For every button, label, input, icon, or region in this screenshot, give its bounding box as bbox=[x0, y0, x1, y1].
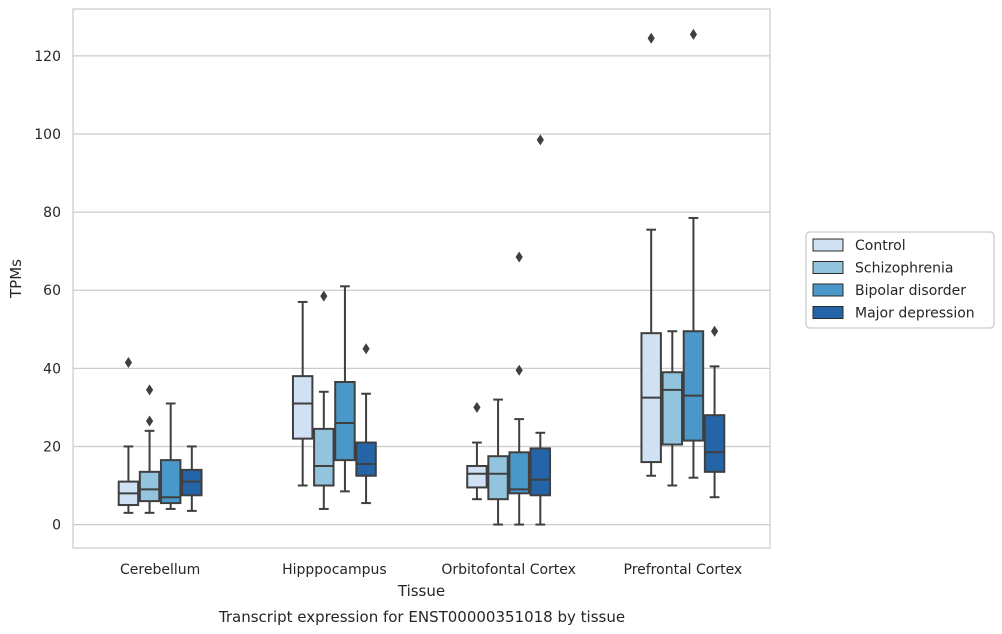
chart-caption: Transcript expression for ENST0000035101… bbox=[218, 608, 625, 626]
box-iqr bbox=[466, 464, 488, 489]
legend-entry-label: Schizophrenia bbox=[855, 261, 953, 277]
y-tick-label: 20 bbox=[43, 439, 61, 455]
legend-swatch bbox=[812, 283, 844, 297]
outlier-point bbox=[124, 356, 133, 368]
outlier-point bbox=[145, 384, 154, 396]
box-iqr bbox=[334, 381, 356, 462]
y-tick-label: 40 bbox=[43, 361, 61, 377]
y-tick-label: 80 bbox=[43, 205, 61, 221]
box-major-depression bbox=[181, 445, 203, 512]
outlier-point bbox=[320, 290, 328, 302]
box-iqr bbox=[508, 451, 530, 495]
y-tick-labels: 0 20 40 60 80 100 120 bbox=[34, 49, 61, 534]
box-bipolar-disorder bbox=[508, 251, 530, 526]
box-iqr bbox=[682, 330, 705, 442]
box-iqr bbox=[661, 371, 684, 446]
box-schizophrenia bbox=[313, 290, 335, 510]
legend-swatch bbox=[812, 306, 844, 319]
box-bipolar-disorder bbox=[682, 28, 705, 479]
box-iqr bbox=[529, 447, 552, 497]
box-major-depression bbox=[529, 134, 552, 526]
box-iqr bbox=[291, 375, 314, 440]
x-axis-label: Tissue bbox=[397, 582, 445, 600]
boxes-layer bbox=[117, 28, 726, 526]
legend-swatch bbox=[812, 238, 844, 252]
gridlines bbox=[73, 55, 770, 526]
box-control bbox=[117, 356, 140, 514]
x-tick-label: Hipppocampus bbox=[282, 562, 387, 578]
box-major-depression bbox=[355, 343, 377, 505]
legend: Control Schizophrenia Bipolar disorder Majo… bbox=[805, 231, 995, 329]
legend-entry-label: Control bbox=[855, 238, 906, 254]
outlier-point bbox=[515, 364, 523, 376]
y-tick-label: 120 bbox=[34, 49, 61, 65]
x-tick-label: Orbitofontal Cortex bbox=[441, 562, 576, 578]
outlier-point bbox=[362, 343, 370, 355]
outlier-point bbox=[473, 401, 481, 413]
box-major-depression bbox=[703, 325, 726, 499]
box-control bbox=[640, 32, 662, 477]
box-iqr bbox=[487, 455, 509, 501]
x-tick-label: Prefrontal Cortex bbox=[624, 562, 743, 578]
box-iqr bbox=[703, 414, 726, 473]
x-tick-label: Cerebellum bbox=[120, 562, 200, 578]
outlier-point bbox=[689, 28, 698, 40]
x-tick-labels: Cerebellum Hipppocampus Orbitofontal Corte… bbox=[120, 562, 742, 578]
legend-frame bbox=[805, 231, 995, 329]
box-control bbox=[291, 300, 314, 487]
legend-entry-label: Major depression bbox=[855, 306, 975, 322]
box-iqr bbox=[159, 459, 182, 505]
plot-area-frame bbox=[72, 8, 771, 549]
y-tick-label: 0 bbox=[52, 518, 61, 534]
box-bipolar-disorder bbox=[159, 402, 182, 510]
y-axis-label: TPMs bbox=[7, 259, 25, 299]
y-tick-label: 100 bbox=[34, 127, 61, 143]
outlier-point bbox=[515, 251, 523, 263]
box-schizophrenia bbox=[487, 398, 509, 526]
legend-swatch bbox=[812, 261, 844, 274]
outlier-point bbox=[710, 325, 719, 337]
box-schizophrenia bbox=[661, 330, 684, 487]
outlier-point bbox=[647, 32, 655, 44]
outlier-point bbox=[536, 134, 544, 146]
legend-entry-label: Bipolar disorder bbox=[855, 283, 966, 299]
box-bipolar-disorder bbox=[334, 285, 356, 493]
outlier-point bbox=[145, 415, 154, 427]
box-schizophrenia bbox=[138, 384, 161, 514]
box-control bbox=[466, 401, 488, 501]
box-iqr bbox=[355, 441, 377, 477]
box-iqr bbox=[138, 470, 161, 503]
box-iqr bbox=[313, 427, 335, 487]
y-tick-label: 60 bbox=[43, 283, 61, 299]
